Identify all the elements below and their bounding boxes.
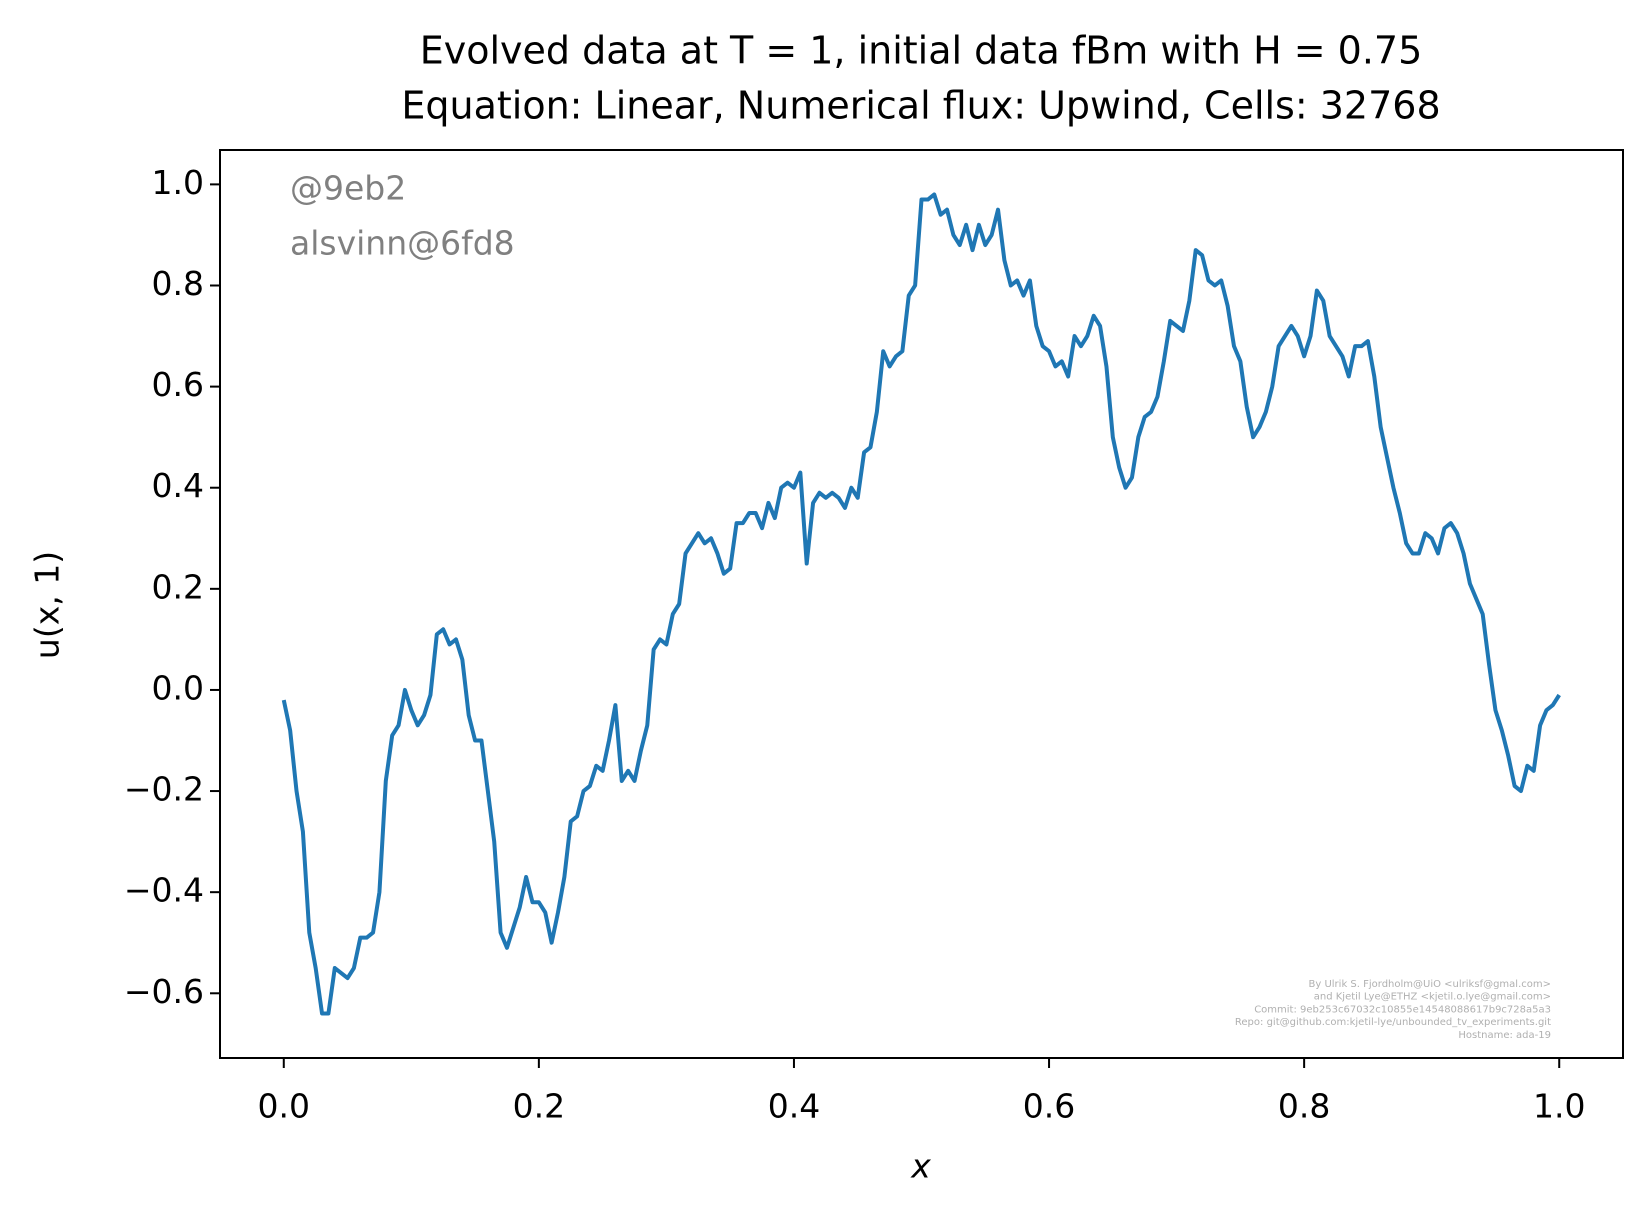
annotation: @9eb2: [290, 169, 406, 208]
plot-frame: [219, 149, 1624, 1059]
y-tick-label: 0.0: [152, 668, 204, 707]
x-tick-label: 1.0: [1533, 1087, 1585, 1126]
x-tick-label: 0.2: [513, 1087, 565, 1126]
data-line: [281, 192, 1561, 1016]
y-tick-label: 0.6: [152, 365, 204, 404]
y-tick-label: 0.2: [152, 567, 204, 606]
chart-subtitle: Equation: Linear, Numerical flux: Upwind…: [401, 84, 1440, 128]
chart-title: Evolved data at T = 1, initial data fBm …: [420, 29, 1423, 73]
x-axis-label: x: [910, 1147, 931, 1186]
y-tick-label: 0.8: [152, 264, 204, 303]
y-tick-label: 1.0: [152, 163, 204, 202]
footer-note: and Kjetil Lye@ETHZ <kjetil.o.lye@gmail.…: [1314, 992, 1551, 1003]
x-tick-label: 0.0: [258, 1087, 310, 1126]
y-tick-label: −0.4: [124, 871, 204, 910]
y-tick-label: −0.2: [124, 770, 204, 809]
y-axis-label: u(x, 1): [28, 551, 67, 659]
footer-note: Hostname: ada-19: [1458, 1030, 1551, 1041]
annotation: alsvinn@6fd8: [290, 224, 515, 263]
x-tick-label: 0.6: [1023, 1087, 1075, 1126]
footer-note: Repo: git@github.com:kjetil-lye/unbounde…: [1235, 1017, 1551, 1028]
x-tick-label: 0.4: [768, 1087, 820, 1126]
footer-note: By Ulrik S. Fjordholm@UiO <ulriksf@gmal.…: [1309, 979, 1552, 990]
y-tick-label: −0.6: [124, 972, 204, 1011]
footer-note: Commit: 9eb253c67032c10855e14548088617b9…: [1254, 1004, 1551, 1015]
y-tick-label: 0.4: [152, 466, 204, 505]
x-tick-label: 0.8: [1278, 1087, 1330, 1126]
